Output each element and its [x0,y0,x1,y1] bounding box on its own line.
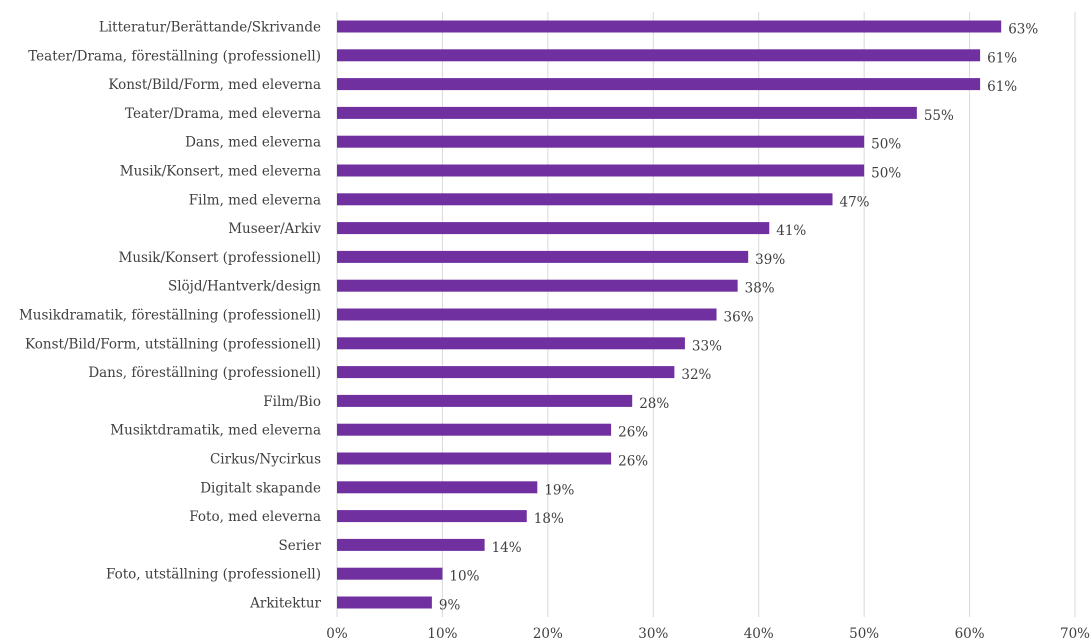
category-label: Litteratur/Berättande/Skrivande [99,20,321,36]
category-label: Foto, utställning (professionell) [106,567,321,583]
x-tick-label: 10% [427,626,457,642]
category-label: Cirkus/Nycirkus [210,452,321,468]
value-label: 47% [840,194,870,210]
value-label: 32% [681,367,711,383]
x-tick-label: 30% [638,626,668,642]
bar [337,78,981,91]
category-label: Dans, med eleverna [185,135,321,151]
bar [337,394,633,407]
category-label: Museer/Arkiv [228,221,321,237]
bar [337,279,738,292]
category-label: Teater/Drama, föreställning (professione… [28,48,321,64]
bar [337,423,612,436]
category-labels: Litteratur/Berättande/Skrivande Teater/Dr… [19,20,322,612]
value-label: 26% [618,425,648,441]
category-label: Musiktdramatik, med eleverna [110,423,321,439]
category-label: Teater/Drama, med eleverna [125,106,321,122]
category-label: Serier [279,538,322,554]
bar [337,596,432,609]
category-label: Dans, föreställning (professionell) [88,365,321,381]
bar [337,510,527,523]
value-label: 39% [755,252,785,268]
value-label: 10% [449,569,479,585]
bar [337,49,981,62]
category-label: Foto, med eleverna [189,509,321,525]
value-label: 36% [724,310,754,326]
category-label: Musikdramatik, föreställning (profession… [19,308,321,324]
category-label: Musik/Konsert, med eleverna [120,164,321,180]
x-tick-label: 20% [533,626,563,642]
value-label: 41% [776,223,806,239]
value-label: 38% [745,281,775,297]
category-label: Musik/Konsert (professionell) [119,250,322,266]
value-label: 61% [987,50,1017,66]
value-label: 61% [987,79,1017,95]
bar [337,222,770,235]
bar [337,481,538,494]
category-label: Slöjd/Hantverk/design [168,279,321,295]
value-label: 28% [639,396,669,412]
x-tick-label: 70% [1060,626,1090,642]
category-label: Film, med eleverna [189,192,321,208]
bar [337,106,917,119]
value-label: 50% [871,137,901,153]
category-label: Konst/Bild/Form, med eleverna [108,77,321,93]
value-label: 26% [618,454,648,470]
bar [337,308,717,321]
category-label: Konst/Bild/Form, utställning (profession… [25,336,321,352]
value-label: 14% [492,540,522,556]
value-label: 63% [1008,22,1038,38]
category-label: Arkitektur [249,596,321,612]
bar [337,452,612,465]
value-label: 55% [924,108,954,124]
value-label: 9% [439,598,461,614]
category-label: Film/Bio [263,394,321,410]
value-label: 33% [692,338,722,354]
category-label: Digitalt skapande [200,480,321,496]
bar [337,135,865,148]
value-label: 19% [544,482,574,498]
x-tick-label: 40% [744,626,774,642]
bar [337,567,443,580]
value-label: 18% [534,511,564,527]
x-tick-label: 50% [849,626,879,642]
bar [337,193,833,206]
bar [337,164,865,177]
x-axis-ticks: 0% 10% 20% 30% 40% 50% 60% 70% [326,626,1090,642]
bars [337,20,1002,609]
bar [337,538,485,551]
x-tick-label: 60% [955,626,985,642]
bar [337,20,1002,33]
bar [337,337,685,350]
x-tick-label: 0% [326,626,348,642]
bar [337,250,749,263]
bar [337,366,675,379]
value-labels: 63%61%61%55%50%50%47%41%39%38%36%33%32%2… [439,22,1038,614]
value-label: 50% [871,166,901,182]
